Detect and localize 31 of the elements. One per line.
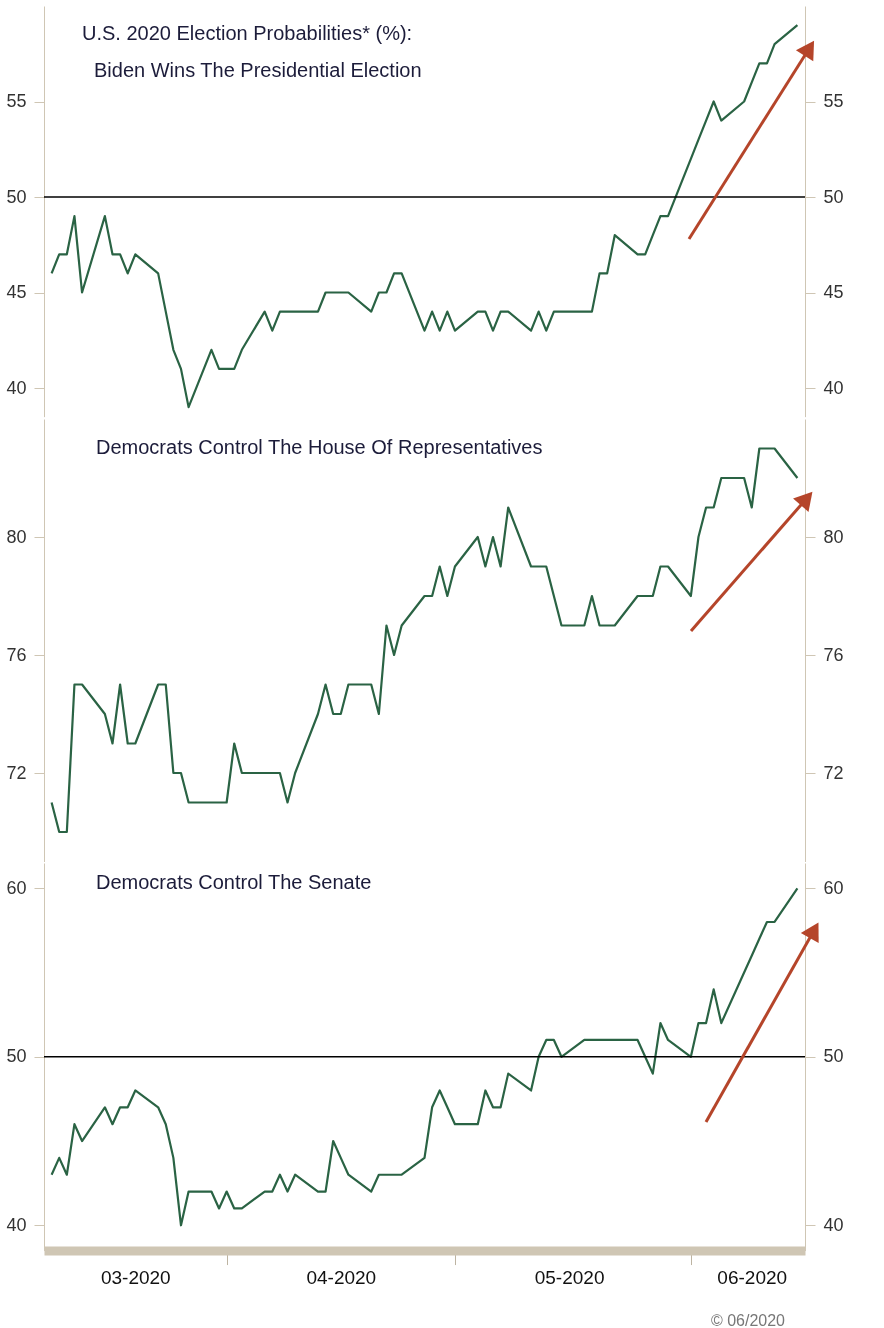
x-tick-label: 03-2020 [100, 1267, 171, 1289]
x-tick-label: 05-2020 [534, 1267, 605, 1289]
text: Biden Wins The Presidential Election [94, 59, 422, 81]
text: Democrats Control The House Of Representatives [96, 436, 543, 458]
y-tick-label: 45 [6, 282, 27, 302]
y2-tick-label: 72 [823, 762, 844, 783]
y-tick-label: 72 [6, 762, 27, 783]
x-tick-label: 04-2020 [306, 1267, 377, 1289]
y-tick-label: 80 [6, 526, 27, 547]
y2-tick-label: 76 [823, 644, 844, 665]
y2-tick-label: 40 [823, 1214, 844, 1235]
text: © 06/2020 [710, 1311, 786, 1328]
chart-title: Democrats Control The Senate [96, 871, 372, 893]
x-tick-label: 06-2020 [717, 1267, 788, 1289]
line-series [50, 887, 799, 1227]
y-tick-label: 40 [6, 1214, 27, 1235]
y-tick-label: 50 [6, 1046, 27, 1067]
y-tick-label: 40 [6, 377, 27, 398]
text: U.S. 2020 Election Probabilities* (%): [82, 22, 413, 44]
y-tick-label: 60 [6, 877, 27, 898]
y-tick-label: 50 [6, 186, 27, 207]
y2-tick-label: 45 [823, 282, 844, 302]
y2-tick-label: 60 [823, 877, 844, 898]
y2-tick-label: 40 [823, 377, 844, 398]
y2-tick-label: 55 [823, 91, 844, 111]
y-tick-label: 55 [6, 91, 27, 111]
y2-tick-label: 50 [823, 1046, 844, 1067]
y-tick-label: 76 [6, 644, 27, 665]
y2-tick-label: 50 [823, 186, 844, 207]
y2-tick-label: 80 [823, 526, 844, 547]
line-series [50, 24, 799, 409]
